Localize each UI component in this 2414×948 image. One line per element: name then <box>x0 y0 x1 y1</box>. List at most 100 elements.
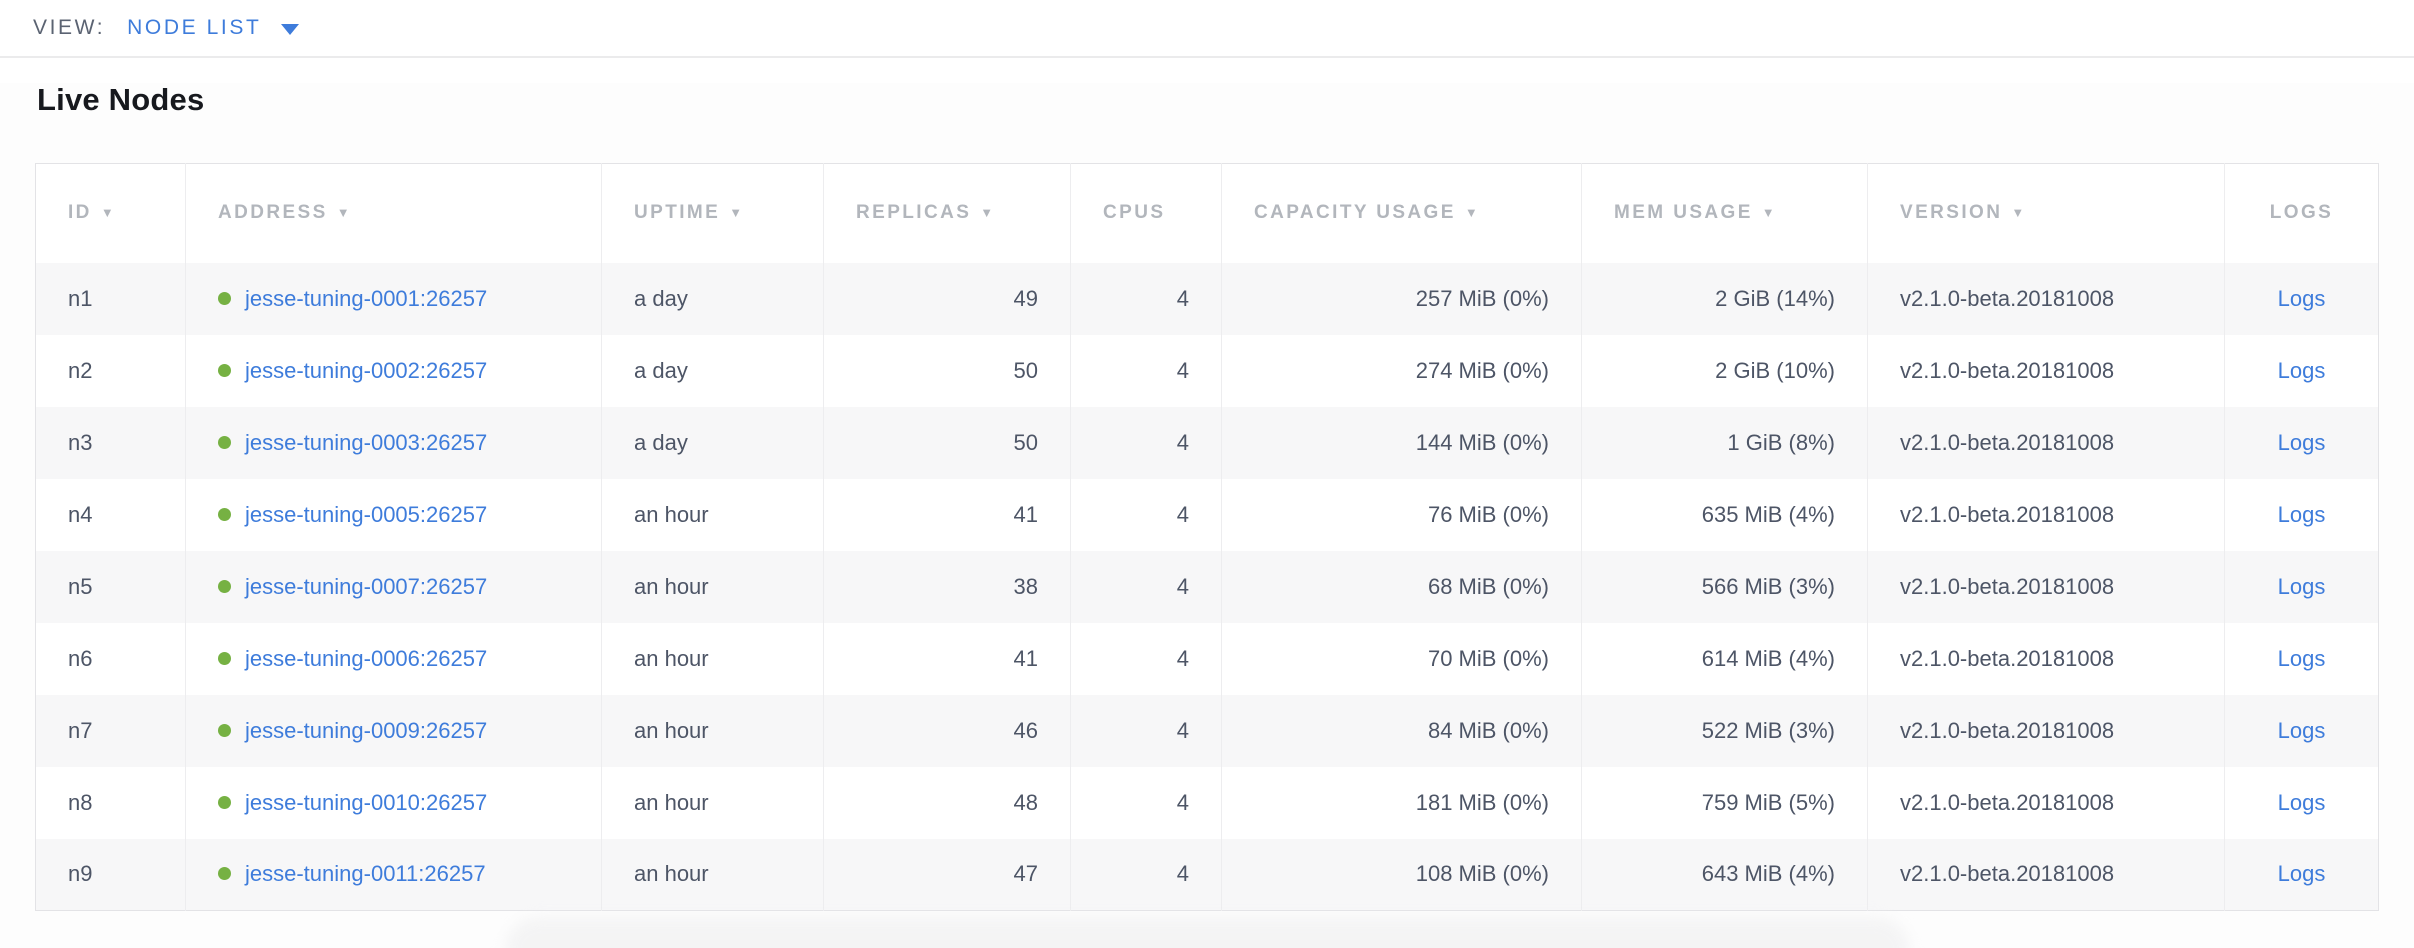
node-address-link[interactable]: jesse-tuning-0003:26257 <box>245 429 488 455</box>
node-id-cell: n6 <box>35 622 186 695</box>
node-logs-cell: Logs <box>2224 766 2379 839</box>
dropdown-caret-icon <box>281 23 300 35</box>
node-status-live-icon <box>218 363 231 377</box>
table-row: n3 jesse-tuning-0003:26257 a day 50 4 144 MiB… <box>35 406 2379 479</box>
node-logs-cell: Logs <box>2224 838 2379 911</box>
node-capacity-cell: 181 MiB (0%) <box>1221 766 1582 839</box>
node-replicas-cell: 41 <box>823 478 1071 551</box>
column-header-replicas[interactable]: REPLICAS ▼ <box>823 163 1071 263</box>
node-replicas-cell: 47 <box>823 838 1071 911</box>
node-logs-cell: Logs <box>2224 478 2379 551</box>
node-status-live-icon <box>218 507 231 521</box>
node-mem-cell: 2 GiB (14%) <box>1581 262 1868 335</box>
node-logs-cell: Logs <box>2224 694 2379 767</box>
column-header-label: REPLICAS <box>856 202 972 224</box>
node-version-cell: v2.1.0-beta.20181008 <box>1867 334 2225 407</box>
node-cpus-cell: 4 <box>1070 262 1222 335</box>
node-address-link[interactable]: jesse-tuning-0001:26257 <box>245 285 488 311</box>
node-mem-cell: 522 MiB (3%) <box>1581 694 1868 767</box>
view-selector-dropdown[interactable]: NODE LIST <box>127 16 300 40</box>
node-address-cell: jesse-tuning-0002:26257 <box>185 334 602 407</box>
node-replicas-cell: 50 <box>823 334 1071 407</box>
page-title: Live Nodes <box>37 82 205 117</box>
node-version-cell: v2.1.0-beta.20181008 <box>1867 838 2225 911</box>
sort-descending-icon: ▼ <box>980 205 996 221</box>
node-address-link[interactable]: jesse-tuning-0002:26257 <box>245 357 488 383</box>
node-address-cell: jesse-tuning-0011:26257 <box>185 838 602 911</box>
node-cpus-cell: 4 <box>1070 694 1222 767</box>
node-logs-link[interactable]: Logs <box>2277 573 2326 599</box>
node-logs-link[interactable]: Logs <box>2277 717 2326 743</box>
node-logs-link[interactable]: Logs <box>2277 285 2326 311</box>
node-status-live-icon <box>218 723 231 737</box>
node-cpus-cell: 4 <box>1070 838 1222 911</box>
table-row: n8 jesse-tuning-0010:26257 an hour 48 4 181 M… <box>35 766 2379 839</box>
node-logs-link[interactable]: Logs <box>2277 861 2326 887</box>
node-address-link[interactable]: jesse-tuning-0006:26257 <box>245 645 488 671</box>
node-logs-link[interactable]: Logs <box>2277 429 2326 455</box>
table-row: n2 jesse-tuning-0002:26257 a day 50 4 274 MiB… <box>35 334 2379 407</box>
column-header-label: MEM USAGE <box>1614 202 1753 224</box>
node-uptime-cell: an hour <box>601 838 824 911</box>
column-header-mem[interactable]: MEM USAGE ▼ <box>1581 163 1868 263</box>
node-replicas-cell: 50 <box>823 406 1071 479</box>
sort-descending-icon: ▼ <box>336 205 352 221</box>
node-status-live-icon <box>218 579 231 593</box>
table-row: n6 jesse-tuning-0006:26257 an hour 41 4 70 Mi… <box>35 622 2379 695</box>
node-id-cell: n1 <box>35 262 186 335</box>
bottom-scroll-shadow <box>505 917 1910 948</box>
node-uptime-cell: a day <box>601 334 824 407</box>
node-status-live-icon <box>218 795 231 809</box>
node-cpus-cell: 4 <box>1070 622 1222 695</box>
node-capacity-cell: 108 MiB (0%) <box>1221 838 1582 911</box>
node-uptime-cell: a day <box>601 262 824 335</box>
node-version-cell: v2.1.0-beta.20181008 <box>1867 622 2225 695</box>
node-address-link[interactable]: jesse-tuning-0007:26257 <box>245 573 488 599</box>
node-id-cell: n8 <box>35 766 186 839</box>
node-address-link[interactable]: jesse-tuning-0010:26257 <box>245 789 488 815</box>
node-id-cell: n5 <box>35 550 186 623</box>
node-cpus-cell: 4 <box>1070 334 1222 407</box>
node-address-link[interactable]: jesse-tuning-0005:26257 <box>245 501 488 527</box>
node-cpus-cell: 4 <box>1070 406 1222 479</box>
node-mem-cell: 635 MiB (4%) <box>1581 478 1868 551</box>
node-address-cell: jesse-tuning-0001:26257 <box>185 262 602 335</box>
node-address-cell: jesse-tuning-0007:26257 <box>185 550 602 623</box>
column-header-address[interactable]: ADDRESS ▼ <box>185 163 602 263</box>
node-replicas-cell: 38 <box>823 550 1071 623</box>
node-logs-link[interactable]: Logs <box>2277 789 2326 815</box>
column-header-capacity[interactable]: CAPACITY USAGE ▼ <box>1221 163 1582 263</box>
node-capacity-cell: 144 MiB (0%) <box>1221 406 1582 479</box>
column-header-label: UPTIME <box>634 202 721 224</box>
node-uptime-cell: an hour <box>601 766 824 839</box>
sort-descending-icon: ▼ <box>729 205 745 221</box>
node-id-cell: n3 <box>35 406 186 479</box>
node-replicas-cell: 46 <box>823 694 1071 767</box>
table-row: n7 jesse-tuning-0009:26257 an hour 46 4 84 Mi… <box>35 694 2379 767</box>
node-logs-cell: Logs <box>2224 406 2379 479</box>
column-header-id[interactable]: ID ▼ <box>35 163 186 263</box>
node-capacity-cell: 68 MiB (0%) <box>1221 550 1582 623</box>
node-uptime-cell: an hour <box>601 550 824 623</box>
node-cpus-cell: 4 <box>1070 766 1222 839</box>
sort-descending-icon: ▼ <box>100 205 117 221</box>
table-row: n9 jesse-tuning-0011:26257 an hour 47 4 108 M… <box>35 838 2379 911</box>
node-logs-link[interactable]: Logs <box>2277 357 2326 383</box>
node-cpus-cell: 4 <box>1070 478 1222 551</box>
node-uptime-cell: an hour <box>601 478 824 551</box>
node-logs-link[interactable]: Logs <box>2277 645 2326 671</box>
node-mem-cell: 2 GiB (10%) <box>1581 334 1868 407</box>
column-header-uptime[interactable]: UPTIME ▼ <box>601 163 824 263</box>
node-id-cell: n9 <box>35 838 186 911</box>
node-address-link[interactable]: jesse-tuning-0011:26257 <box>245 861 486 887</box>
node-logs-link[interactable]: Logs <box>2277 501 2326 527</box>
node-address-cell: jesse-tuning-0006:26257 <box>185 622 602 695</box>
node-address-cell: jesse-tuning-0010:26257 <box>185 766 602 839</box>
node-version-cell: v2.1.0-beta.20181008 <box>1867 478 2225 551</box>
column-header-cpus: CPUS <box>1070 163 1222 263</box>
node-address-link[interactable]: jesse-tuning-0009:26257 <box>245 717 488 743</box>
node-mem-cell: 566 MiB (3%) <box>1581 550 1868 623</box>
node-replicas-cell: 49 <box>823 262 1071 335</box>
column-header-version[interactable]: VERSION ▼ <box>1867 163 2225 263</box>
